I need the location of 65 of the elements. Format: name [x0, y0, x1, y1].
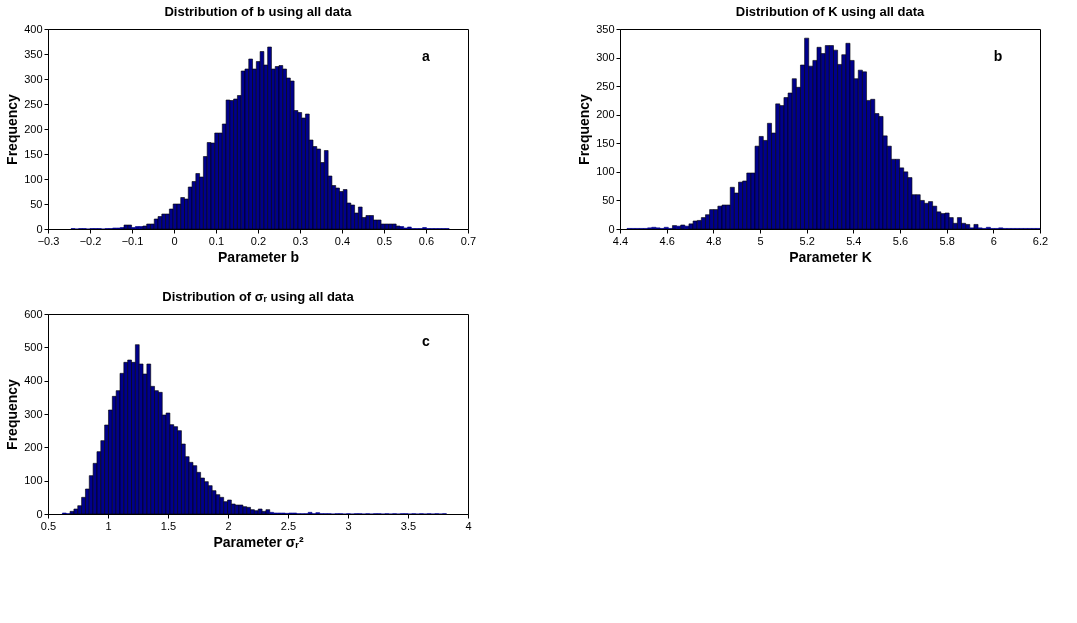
x-tick-label: 0.7: [460, 234, 477, 247]
x-tick-label: 2: [225, 519, 232, 532]
chart-title: Distribution of b using all data: [164, 4, 353, 19]
y-tick-label: 100: [24, 474, 43, 487]
y-tick-label: 50: [602, 193, 615, 206]
y-tick-label: 200: [24, 122, 43, 135]
y-tick-label: 0: [36, 507, 43, 520]
y-axis-title: Frequency: [4, 93, 21, 165]
y-tick-label: 300: [596, 51, 615, 64]
x-tick-label: −0.3: [37, 234, 60, 247]
y-tick-label: 50: [30, 197, 43, 210]
x-axis-title: Parameter σᵣ²: [213, 533, 304, 550]
x-tick-label: 6.2: [1032, 234, 1049, 247]
y-tick-label: 500: [24, 340, 43, 353]
y-tick-label: 100: [596, 165, 615, 178]
x-tick-label: 0.3: [292, 234, 309, 247]
x-tick-label: 3.5: [400, 519, 417, 532]
y-tick-label: 300: [24, 72, 43, 85]
y-tick-label: 150: [596, 136, 615, 149]
x-tick-label: 4.6: [659, 234, 675, 247]
y-tick-label: 350: [24, 47, 43, 60]
y-tick-label: 0: [608, 222, 615, 235]
x-tick-label: 6: [990, 234, 997, 247]
y-tick-label: 200: [24, 440, 43, 453]
y-tick-label: 250: [24, 97, 43, 110]
x-tick-label: 0.5: [376, 234, 393, 247]
x-tick-label: 5.4: [846, 234, 862, 247]
x-tick-label: 0.1: [208, 234, 225, 247]
annotation: c: [422, 333, 431, 349]
y-tick-label: 100: [24, 172, 43, 185]
x-tick-label: 0.5: [40, 519, 57, 532]
x-tick-label: 4.8: [706, 234, 722, 247]
x-tick-label: 5.6: [892, 234, 909, 247]
x-tick-label: 2.5: [280, 519, 297, 532]
y-tick-label: 400: [24, 22, 43, 35]
x-tick-label: 0: [171, 234, 178, 247]
x-axis-title: Parameter b: [218, 248, 299, 265]
y-axis-title: Frequency: [4, 378, 21, 450]
x-tick-label: 4.4: [612, 234, 629, 247]
y-tick-label: 300: [24, 407, 43, 420]
x-tick-label: 5.8: [939, 234, 955, 247]
y-tick-label: 250: [596, 79, 615, 92]
x-axis-title: Parameter K: [789, 248, 872, 265]
x-tick-label: −0.2: [79, 234, 102, 247]
x-tick-label: 1.5: [160, 519, 177, 532]
annotation: b: [993, 48, 1003, 64]
y-axis-title: Frequency: [576, 93, 593, 165]
y-tick-label: 350: [596, 22, 615, 35]
y-tick-label: 400: [24, 374, 43, 387]
x-tick-label: 0.2: [250, 234, 267, 247]
x-tick-label: 1: [105, 519, 112, 532]
x-tick-label: −0.1: [121, 234, 144, 247]
x-tick-label: 3: [345, 519, 352, 532]
y-tick-label: 150: [24, 147, 43, 160]
x-tick-label: 5: [757, 234, 764, 247]
chart-title: Distribution of K using all data: [735, 4, 926, 19]
y-tick-label: 200: [596, 108, 615, 121]
x-tick-label: 0.6: [418, 234, 435, 247]
x-tick-label: 4: [465, 519, 472, 532]
x-tick-label: 0.4: [334, 234, 351, 247]
y-tick-label: 600: [24, 307, 43, 320]
annotation: a: [422, 48, 431, 64]
x-tick-label: 5.2: [799, 234, 815, 247]
y-tick-label: 0: [36, 222, 43, 235]
chart-title: Distribution of σᵣ using all data: [162, 289, 355, 304]
